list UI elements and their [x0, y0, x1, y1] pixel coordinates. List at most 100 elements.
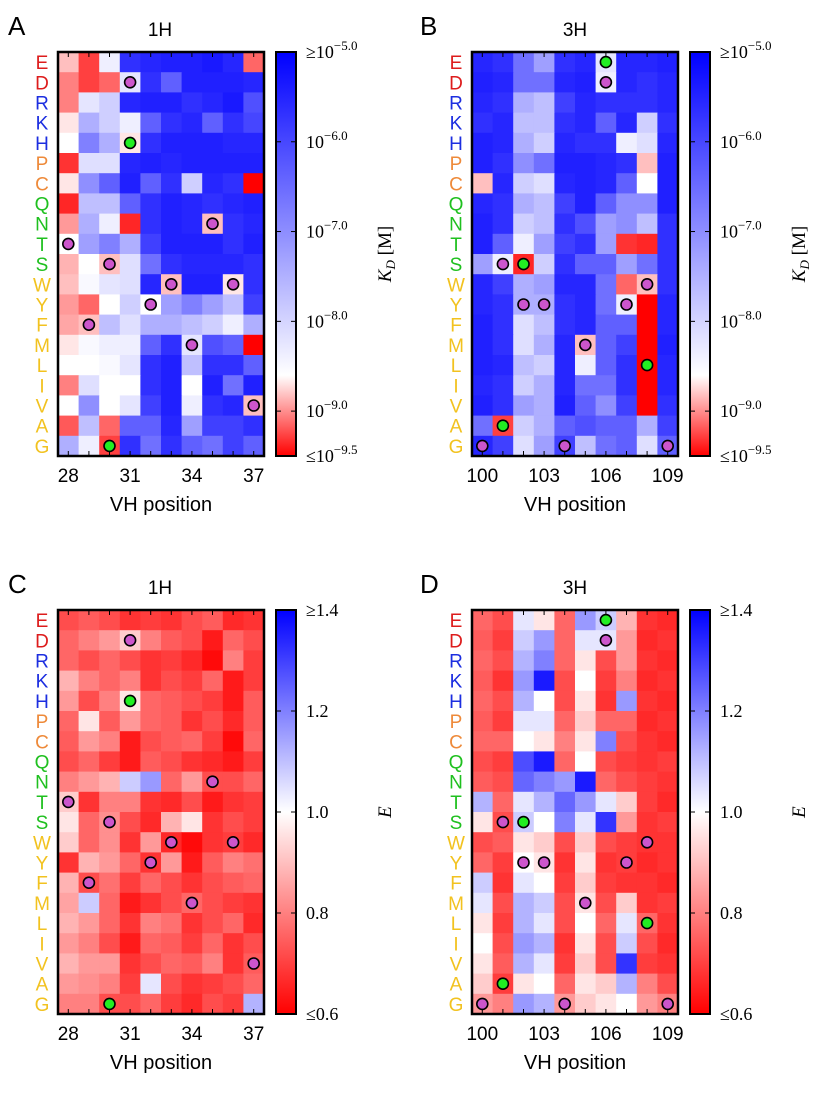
residue-label-h: H: [35, 692, 49, 713]
heatmap-cell: [222, 690, 244, 712]
heatmap-cell: [243, 92, 265, 114]
heatmap-cell: [243, 435, 265, 457]
heatmap-cell: [202, 751, 224, 773]
panel-title: 1H: [148, 20, 172, 41]
heatmap-cell: [636, 254, 658, 275]
heatmap-cell: [78, 233, 100, 255]
heatmap-cell: [595, 973, 617, 995]
heatmap-cell: [575, 913, 597, 934]
heatmap-cell: [472, 650, 494, 672]
heatmap-cell: [222, 153, 244, 174]
wild-type-marker: [599, 613, 613, 627]
colorbar-tick-label: 1.0: [306, 802, 329, 822]
heatmap-cell: [575, 294, 597, 316]
residue-label-g: G: [449, 995, 464, 1016]
heatmap-cell: [636, 52, 658, 73]
heatmap-cell: [554, 132, 576, 154]
heatmap-cell: [575, 314, 597, 336]
residue-label-w: W: [33, 833, 51, 854]
heatmap-cell: [636, 233, 658, 255]
heatmap-cell: [181, 913, 203, 934]
heatmap-cell: [492, 953, 514, 975]
heatmap-cell: [222, 395, 244, 417]
heatmap-cell: [78, 294, 100, 316]
x-tick-label: 31: [120, 466, 141, 487]
heatmap-cell: [243, 993, 265, 1015]
heatmap-cell: [472, 690, 494, 712]
selected-marker: [82, 318, 96, 332]
heatmap-cell: [243, 153, 265, 174]
colorbar-tick-label: 1.2: [720, 701, 743, 721]
residue-label-f: F: [36, 316, 48, 337]
heatmap-cell: [243, 52, 265, 73]
heatmap-cell: [472, 791, 494, 813]
heatmap-cell: [513, 274, 535, 295]
heatmap-cell: [513, 213, 535, 235]
residue-label-i: I: [453, 376, 458, 397]
selected-marker: [640, 277, 654, 291]
heatmap-cell: [533, 132, 555, 154]
heatmap-cell: [472, 395, 494, 417]
heatmap-cell: [472, 153, 494, 174]
heatmap-cell: [202, 294, 224, 316]
heatmap-cell: [119, 355, 141, 376]
heatmap-cell: [636, 112, 658, 134]
heatmap-cell: [554, 395, 576, 417]
heatmap-cell: [657, 771, 679, 793]
heatmap-cell: [78, 375, 100, 396]
selected-marker: [475, 439, 489, 453]
heatmap-cell: [554, 92, 576, 114]
heatmap-cell: [140, 112, 162, 134]
heatmap-cell: [222, 132, 244, 154]
heatmap-cell: [222, 731, 244, 752]
heatmap-cell: [657, 274, 679, 295]
heatmap-cell: [575, 193, 597, 215]
heatmap-cell: [58, 334, 80, 356]
residue-label-t: T: [36, 793, 48, 814]
heatmap-cell: [202, 650, 224, 672]
heatmap-cell: [119, 415, 141, 437]
heatmap-cell: [222, 213, 244, 235]
heatmap-cell: [202, 415, 224, 437]
heatmap-cell: [161, 435, 183, 457]
heatmap-cell: [140, 233, 162, 255]
heatmap-cell: [533, 711, 555, 732]
residue-label-t: T: [36, 235, 48, 256]
heatmap-cell: [616, 435, 638, 457]
residue-label-k: K: [36, 114, 49, 135]
selected-marker: [640, 835, 654, 849]
heatmap-cell: [161, 751, 183, 773]
heatmap-cell: [575, 610, 597, 631]
heatmap-cell: [616, 771, 638, 793]
heatmap-cell: [472, 193, 494, 215]
residue-label-e: E: [36, 53, 49, 74]
heatmap-cell: [99, 610, 121, 631]
panel-letter: C: [8, 569, 27, 599]
heatmap-cell: [616, 610, 638, 631]
heatmap-cell: [513, 690, 535, 712]
heatmap-cell: [222, 415, 244, 437]
heatmap-cell: [657, 933, 679, 954]
residue-label-r: R: [35, 652, 49, 673]
heatmap-cell: [161, 993, 183, 1015]
heatmap-cell: [119, 395, 141, 417]
heatmap-cell: [181, 435, 203, 457]
heatmap-cell: [492, 193, 514, 215]
colorbar-bar: [689, 51, 711, 457]
heatmap-cell: [616, 751, 638, 773]
heatmap-cell: [554, 690, 576, 712]
heatmap-cell: [657, 314, 679, 336]
heatmap-cell: [595, 173, 617, 194]
heatmap-cell: [99, 395, 121, 417]
heatmap-cell: [533, 435, 555, 457]
selected-marker: [226, 277, 240, 291]
x-tick-label: 103: [528, 466, 560, 487]
heatmap-cell: [616, 233, 638, 255]
heatmap-cell: [243, 933, 265, 954]
x-axis-label: VH position: [524, 494, 626, 516]
heatmap-cell: [657, 375, 679, 396]
selected-marker: [599, 633, 613, 647]
heatmap-cell: [222, 52, 244, 73]
heatmap-cell: [243, 173, 265, 194]
